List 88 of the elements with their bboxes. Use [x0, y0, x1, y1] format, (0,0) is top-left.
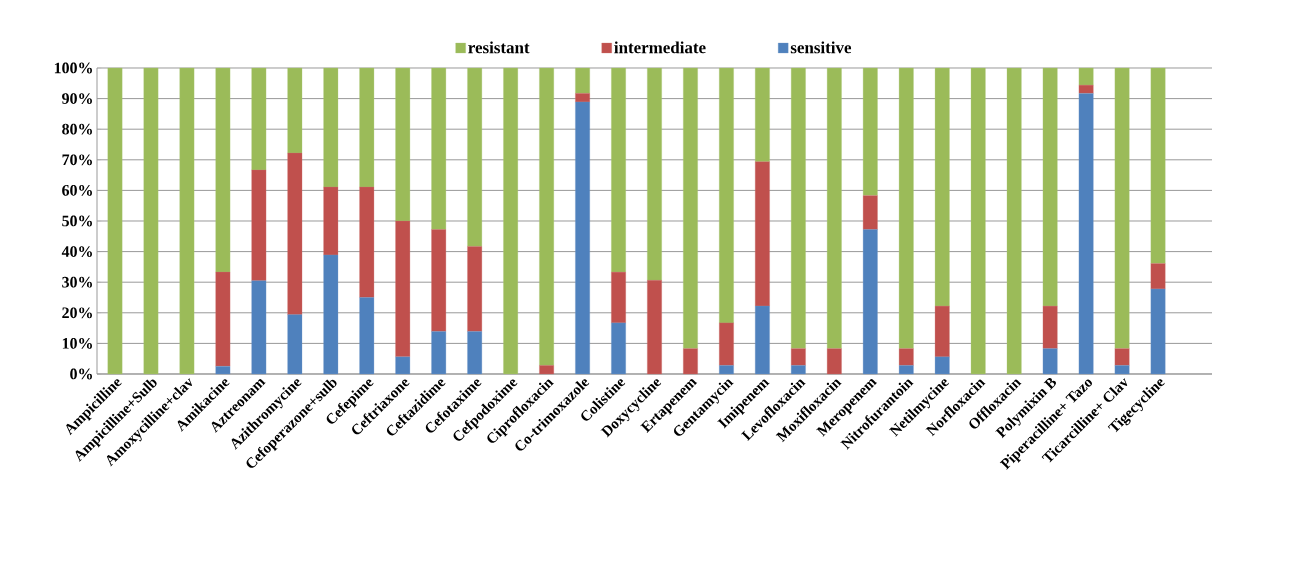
bar	[1078, 93, 1094, 375]
y-tick-label: 10%	[62, 338, 92, 349]
y-tick-label: 0%	[70, 368, 92, 380]
bar	[287, 152, 303, 315]
bar	[539, 67, 554, 366]
bar	[719, 322, 734, 366]
bar	[827, 67, 842, 349]
y-tick-label: 80%	[62, 123, 92, 135]
bar	[251, 280, 267, 375]
bar	[898, 365, 914, 375]
y-tick-label: 50%	[62, 215, 92, 227]
bar	[179, 67, 195, 375]
bar	[611, 67, 626, 273]
bar	[431, 229, 447, 332]
bar	[791, 67, 806, 349]
bar	[647, 280, 662, 375]
bar	[251, 169, 267, 281]
bar	[215, 271, 231, 367]
bar	[719, 67, 734, 324]
legend-label: resistant	[468, 41, 530, 54]
bar	[359, 67, 375, 188]
bar	[539, 365, 554, 375]
y-tick-label: 90%	[62, 93, 92, 104]
bar	[827, 348, 842, 375]
bar	[934, 305, 950, 358]
bar	[1042, 305, 1058, 349]
bar	[323, 254, 339, 375]
bar	[862, 67, 878, 196]
bar	[323, 67, 339, 188]
bar	[862, 195, 878, 230]
bar	[359, 297, 375, 375]
bar	[862, 229, 878, 375]
bar	[575, 93, 590, 103]
bar	[251, 67, 267, 171]
bar	[431, 67, 447, 230]
legend-label: intermediate	[614, 41, 706, 54]
bar	[647, 67, 662, 281]
bar	[1006, 67, 1022, 375]
bar	[323, 186, 339, 256]
bar	[1150, 67, 1166, 264]
bar	[431, 331, 447, 375]
bar	[107, 67, 123, 375]
bar	[1078, 67, 1094, 86]
bar	[683, 67, 698, 349]
bar	[215, 67, 231, 273]
bar	[898, 348, 914, 366]
bar	[1114, 348, 1130, 366]
bar	[395, 220, 411, 358]
y-tick-label: 60%	[62, 185, 92, 196]
bar	[287, 67, 303, 154]
bar	[395, 356, 411, 375]
bar	[287, 314, 303, 375]
y-tick-label: 30%	[62, 276, 92, 288]
bar	[898, 67, 914, 349]
bar	[503, 67, 518, 375]
bar	[611, 322, 626, 375]
y-tick-label: 70%	[62, 154, 92, 166]
bar	[395, 67, 411, 222]
y-tick-label: 100%	[54, 62, 92, 74]
bar	[611, 271, 626, 324]
bar	[467, 331, 483, 375]
bar	[467, 67, 483, 247]
bar	[215, 366, 231, 375]
bar	[575, 67, 590, 94]
bar	[683, 348, 698, 375]
bar	[791, 365, 806, 375]
bar	[755, 161, 770, 307]
y-tick-label: 20%	[62, 307, 92, 319]
bar	[934, 67, 950, 307]
bar	[143, 67, 159, 375]
bar	[1042, 348, 1058, 375]
bar	[1150, 288, 1166, 375]
bar	[791, 348, 806, 366]
bar	[1078, 84, 1094, 94]
bar	[934, 356, 950, 375]
y-tick-label: 40%	[61, 246, 92, 257]
bar	[1114, 365, 1130, 375]
bar	[359, 186, 375, 298]
legend-label: sensitive	[790, 41, 852, 54]
bar	[467, 246, 483, 332]
bar	[1042, 67, 1058, 307]
bar	[755, 67, 770, 162]
bar	[719, 365, 734, 375]
bar	[755, 305, 770, 375]
bar	[1150, 263, 1166, 290]
bar	[575, 101, 590, 375]
bar	[970, 67, 986, 375]
bar	[1114, 67, 1130, 349]
